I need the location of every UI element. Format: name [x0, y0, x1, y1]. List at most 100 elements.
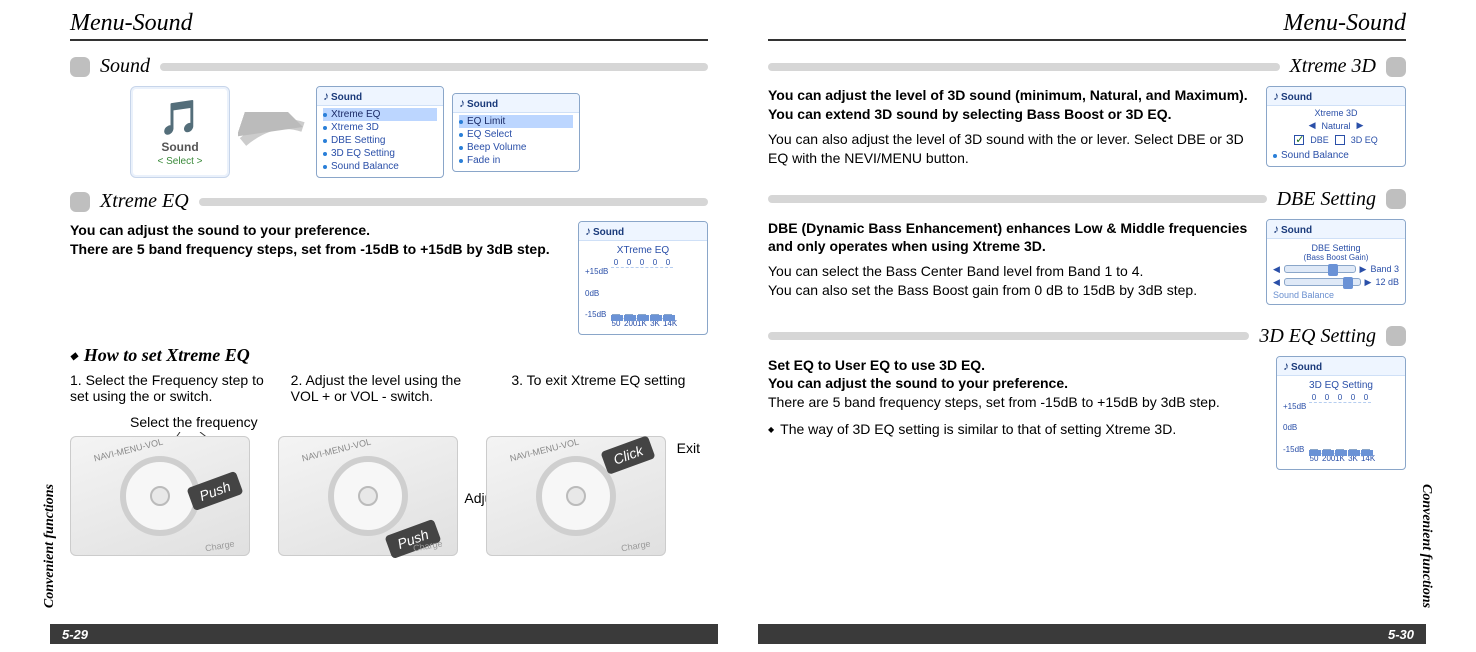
section-title: Xtreme EQ	[100, 190, 189, 213]
page-title-right: Menu-Sound	[768, 10, 1406, 41]
rule	[768, 195, 1267, 203]
control-illustration-1: NAVI-MENU-VOL Push Charge	[70, 436, 250, 556]
x3d-dbe: DBE	[1310, 135, 1329, 145]
rule	[768, 332, 1249, 340]
dbe-p1: DBE (Dynamic Bass Enhancement) enhances …	[768, 219, 1250, 257]
note-icon: ♪	[1273, 222, 1279, 236]
dbe-band: Band 3	[1370, 264, 1399, 274]
x3d-row: You can adjust the level of 3D sound (mi…	[768, 86, 1406, 168]
sound-menu-2: ♪Sound EQ LimitEQ SelectBeep VolumeFade …	[452, 93, 580, 172]
menu-item: Beep Volume	[459, 141, 573, 154]
section-title: Sound	[100, 55, 150, 78]
x3d-row2: Natural	[1321, 121, 1350, 131]
bullet-icon	[1386, 326, 1406, 346]
dbe-t1: DBE Setting	[1273, 243, 1399, 253]
charge-label: Charge	[621, 539, 652, 554]
rule	[160, 63, 708, 71]
steps-row: 1. Select the Frequency step to set usin…	[70, 372, 708, 404]
sound-screens-row: 🎵 Sound < Select > ♪Sound Xtreme EQXtrem…	[130, 86, 708, 178]
step-3: 3. To exit Xtreme EQ setting	[511, 372, 708, 404]
section-xtreme-eq: Xtreme EQ	[70, 190, 708, 213]
dbe-row: DBE (Dynamic Bass Enhancement) enhances …	[768, 219, 1406, 305]
menu2-title: Sound	[467, 99, 498, 110]
dbe-foot: Sound Balance	[1273, 290, 1399, 300]
eq3d-scr-sub: 3D EQ Setting	[1283, 380, 1399, 391]
eq3d-p3: The way of 3D EQ setting is similar to t…	[768, 420, 1260, 439]
music-note-icon: 🎵	[159, 98, 201, 138]
xeq-row: You can adjust the sound to your prefere…	[70, 221, 708, 335]
section-title: 3D EQ Setting	[1259, 325, 1376, 348]
section-xtreme-3d: Xtreme 3D	[768, 55, 1406, 78]
cap-exit-text: Exit	[677, 440, 700, 456]
xeq-scr-sub: XTreme EQ	[585, 245, 701, 256]
menu-item: Sound Balance	[323, 160, 437, 173]
charge-label: Charge	[205, 539, 236, 554]
rule	[199, 198, 708, 206]
section-sound: Sound	[70, 55, 708, 78]
menu-item: EQ Select	[459, 128, 573, 141]
dbe-gain: 12 dB	[1375, 277, 1399, 287]
x3d-row1: Xtreme 3D	[1267, 106, 1405, 118]
eq3d-p2: There are 5 band frequency steps, set fr…	[768, 394, 1220, 410]
bullet-icon	[1386, 57, 1406, 77]
xeq-intro: You can adjust the sound to your prefere…	[70, 221, 562, 259]
menu-item: Xtreme EQ	[323, 108, 437, 121]
checkbox-3deq-icon	[1335, 135, 1345, 145]
dbe-p2: You can select the Bass Center Band leve…	[768, 262, 1250, 300]
eq3d-screen: ♪Sound 3D EQ Setting 00000 +15dB0dB-15dB…	[1276, 356, 1406, 470]
note-icon: ♪	[1283, 359, 1289, 373]
sound-card-label: Sound	[161, 140, 198, 154]
menu-item: DBE Setting	[323, 134, 437, 147]
x3d-p2-text: You can also adjust the level of 3D soun…	[768, 131, 1244, 166]
dbe-screen: ♪Sound DBE Setting (Bass Boost Gain) ◀▶B…	[1266, 219, 1406, 305]
bullet-icon	[70, 57, 90, 77]
arrow-icon	[238, 112, 308, 152]
dbe-scr-title: Sound	[1281, 225, 1312, 236]
bullet-icon	[1386, 189, 1406, 209]
page-num-right: 5-30	[1388, 627, 1414, 642]
step-2: 2. Adjust the level using the VOL + or V…	[291, 372, 488, 404]
note-icon: ♪	[323, 89, 329, 103]
rule	[768, 63, 1280, 71]
section-3deq: 3D EQ Setting	[768, 325, 1406, 348]
eq3d-scr-title: Sound	[1291, 362, 1322, 373]
footer-right: 5-30	[758, 624, 1426, 644]
step-1: 1. Select the Frequency step to set usin…	[70, 372, 267, 404]
control-illustration-2: NAVI-MENU-VOL Push Charge	[278, 436, 458, 556]
section-title: DBE Setting	[1277, 188, 1376, 211]
x3d-scr-title: Sound	[1281, 92, 1312, 103]
sound-icon-card: 🎵 Sound < Select >	[130, 86, 230, 178]
sound-menu-1: ♪Sound Xtreme EQXtreme 3DDBE Setting3D E…	[316, 86, 444, 178]
dbe-t2: (Bass Boost Gain)	[1273, 253, 1399, 262]
note-icon: ♪	[585, 224, 591, 238]
x3d-screen: ♪Sound Xtreme 3D ◀Natural▶ DBE 3D EQ Sou…	[1266, 86, 1406, 167]
eq3d-p1p2: Set EQ to User EQ to use 3D EQ. You can …	[768, 356, 1260, 413]
menu-item: Fade in	[459, 154, 573, 167]
left-page: Menu-Sound Sound 🎵 Sound < Select > ♪Sou…	[0, 0, 738, 652]
menu-item: 3D EQ Setting	[323, 147, 437, 160]
eq3d-p1: Set EQ to User EQ to use 3D EQ. You can …	[768, 357, 1068, 392]
bullet-icon	[70, 192, 90, 212]
side-label-left: Convenient functions	[42, 484, 58, 608]
x3d-p1: You can adjust the level of 3D sound (mi…	[768, 86, 1250, 124]
cap-exit: Exit	[677, 440, 700, 456]
howto-heading: How to set Xtreme EQ	[70, 345, 708, 366]
checkbox-dbe-icon	[1294, 135, 1304, 145]
controls-area: Select the frequency NAVI-MENU-VOL Push …	[70, 414, 708, 556]
x3d-p2: You can also adjust the level of 3D soun…	[768, 130, 1250, 168]
step1-text: 1. Select the Frequency step to set usin…	[70, 372, 264, 404]
right-page: Menu-Sound Xtreme 3D You can adjust the …	[738, 0, 1476, 652]
cap-select-freq: Select the frequency	[130, 414, 708, 430]
menu-item: EQ Limit	[459, 115, 573, 128]
menu-item: Xtreme 3D	[323, 121, 437, 134]
control-illustration-3: NAVI-MENU-VOL Click Charge	[486, 436, 666, 556]
side-label-right: Convenient functions	[1418, 484, 1434, 608]
eq3d-row: Set EQ to User EQ to use 3D EQ. You can …	[768, 356, 1406, 470]
xeq-scr-title: Sound	[593, 227, 624, 238]
xeq-screen: ♪Sound XTreme EQ 00000 +15dB0dB-15dB 502…	[578, 221, 708, 335]
x3d-row4: Sound Balance	[1273, 149, 1399, 162]
page-num-left: 5-29	[62, 627, 88, 642]
note-icon: ♪	[459, 96, 465, 110]
note-icon: ♪	[1273, 89, 1279, 103]
footer-left: 5-29	[50, 624, 718, 644]
